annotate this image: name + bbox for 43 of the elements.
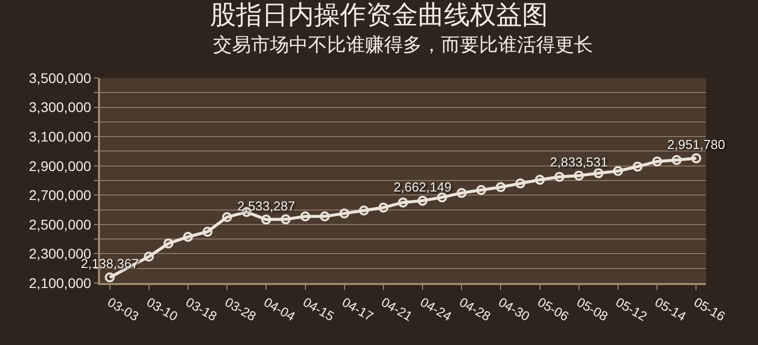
point [456,188,467,198]
point [261,214,272,225]
point [476,185,486,196]
point [418,196,428,206]
point [378,202,388,213]
point [593,168,604,178]
point [182,232,193,242]
point [652,156,662,166]
data-label: 2,951,780 [667,137,726,152]
point [632,162,643,172]
point [104,272,115,282]
x-tick-label: 04-17 [340,294,376,324]
y-tick-label: 2,700,000 [28,187,92,204]
point [691,153,702,164]
point [398,197,408,208]
point [554,172,564,182]
data-label: 2,662,149 [394,179,452,194]
chart-subtitle: 交易市场中不比谁赚得多，而要比谁活得更长 [213,34,593,56]
point [515,178,526,188]
y-tick-label: 3,500,000 [28,70,92,86]
point [613,166,624,176]
y-tick-label: 3,300,000 [28,99,92,116]
point [672,155,682,165]
data-label: 2,833,531 [550,154,608,170]
point [300,211,310,222]
y-tick-label: 2,300,000 [28,246,92,262]
y-tick-label: 2,500,000 [28,216,92,232]
point [574,170,584,181]
point [320,211,330,222]
point [163,238,174,248]
chart-title: 股指日内操作资金曲线权益图 [210,0,548,30]
y-tick-label: 3,100,000 [28,128,92,144]
y-tick-label: 2,100,000 [28,274,92,291]
point [222,212,232,222]
point [202,226,213,237]
y-tick-label: 2,900,000 [28,158,92,174]
point [496,182,506,192]
point [144,252,154,262]
point [358,206,369,216]
point [280,214,291,224]
data-label: 2,533,287 [237,198,296,214]
point [534,174,545,185]
point [339,208,350,218]
